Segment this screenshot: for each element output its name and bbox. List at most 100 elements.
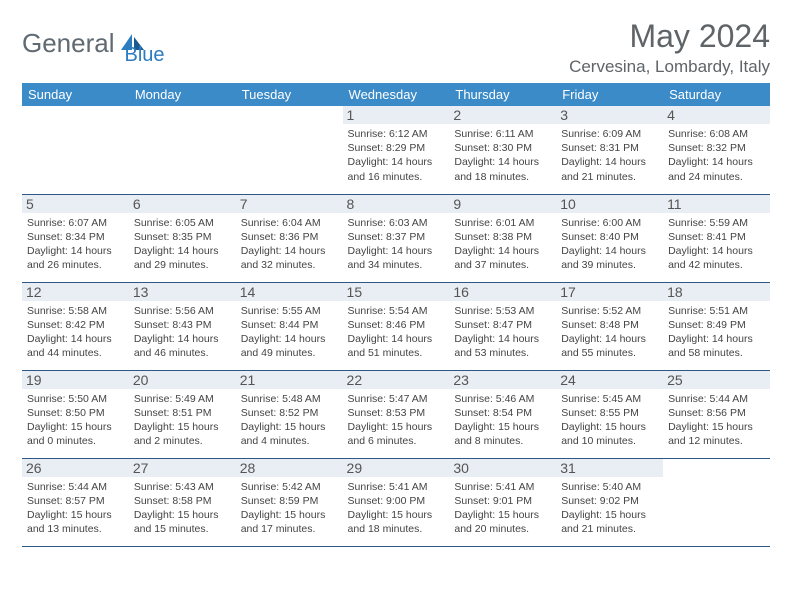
day-number: 6 (129, 195, 236, 213)
day-details: Sunrise: 5:42 AMSunset: 8:59 PMDaylight:… (241, 480, 338, 537)
calendar-day-cell: 28Sunrise: 5:42 AMSunset: 8:59 PMDayligh… (236, 458, 343, 546)
day-details: Sunrise: 5:41 AMSunset: 9:00 PMDaylight:… (348, 480, 445, 537)
day-number: 22 (343, 371, 450, 389)
calendar-day-cell: 6 Sunrise: 6:05 AMSunset: 8:35 PMDaylight… (129, 194, 236, 282)
day-details: Sunrise: 6:09 AMSunset: 8:31 PMDaylight:… (561, 127, 658, 184)
day-details: Sunrise: 5:44 AMSunset: 8:57 PMDaylight:… (27, 480, 124, 537)
day-details: Sunrise: 6:07 AMSunset: 8:34 PMDaylight:… (27, 216, 124, 273)
calendar-day-cell: 1 Sunrise: 6:12 AMSunset: 8:29 PMDaylight… (343, 106, 450, 194)
calendar-day-cell: 22 Sunrise: 5:47 AMSunset: 8:53 PMDayligh… (343, 370, 450, 458)
day-details: Sunrise: 6:03 AMSunset: 8:37 PMDaylight:… (348, 216, 445, 273)
day-number: 1 (343, 106, 450, 124)
calendar-day-cell: 23 Sunrise: 5:46 AMSunset: 8:54 PMDayligh… (449, 370, 556, 458)
day-number: 26 (22, 459, 129, 477)
day-details: Sunrise: 5:44 AMSunset: 8:56 PMDaylight:… (668, 392, 765, 449)
day-details: Sunrise: 5:46 AMSunset: 8:54 PMDaylight:… (454, 392, 551, 449)
calendar-day-cell: 14 Sunrise: 5:55 AMSunset: 8:44 PMDayligh… (236, 282, 343, 370)
day-details: Sunrise: 5:48 AMSunset: 8:52 PMDaylight:… (241, 392, 338, 449)
day-number: 19 (22, 371, 129, 389)
calendar-day-cell: 17 Sunrise: 5:52 AMSunset: 8:48 PMDayligh… (556, 282, 663, 370)
day-number: 30 (449, 459, 556, 477)
calendar-day-cell: 12 Sunrise: 5:58 AMSunset: 8:42 PMDayligh… (22, 282, 129, 370)
calendar-day-cell: 15 Sunrise: 5:54 AMSunset: 8:46 PMDayligh… (343, 282, 450, 370)
logo: General Blue (22, 20, 165, 67)
calendar-day-cell (22, 106, 129, 194)
day-details: Sunrise: 5:45 AMSunset: 8:55 PMDaylight:… (561, 392, 658, 449)
day-number: 17 (556, 283, 663, 301)
calendar-day-cell: 3 Sunrise: 6:09 AMSunset: 8:31 PMDaylight… (556, 106, 663, 194)
day-number: 5 (22, 195, 129, 213)
day-number: 4 (663, 106, 770, 124)
day-number: 31 (556, 459, 663, 477)
day-details: Sunrise: 5:43 AMSunset: 8:58 PMDaylight:… (134, 480, 231, 537)
weekday-header: Friday (556, 83, 663, 106)
calendar-day-cell: 8Sunrise: 6:03 AMSunset: 8:37 PMDaylight… (343, 194, 450, 282)
day-details: Sunrise: 6:04 AMSunset: 8:36 PMDaylight:… (241, 216, 338, 273)
calendar-day-cell (129, 106, 236, 194)
day-details: Sunrise: 6:00 AMSunset: 8:40 PMDaylight:… (561, 216, 658, 273)
day-details: Sunrise: 5:40 AMSunset: 9:02 PMDaylight:… (561, 480, 658, 537)
day-details: Sunrise: 5:53 AMSunset: 8:47 PMDaylight:… (454, 304, 551, 361)
calendar-day-cell: 20 Sunrise: 5:49 AMSunset: 8:51 PMDayligh… (129, 370, 236, 458)
logo-text-general: General (22, 28, 115, 59)
day-number: 15 (343, 283, 450, 301)
header: General Blue May 2024 Cervesina, Lombard… (22, 18, 770, 77)
calendar-day-cell: 7Sunrise: 6:04 AMSunset: 8:36 PMDaylight… (236, 194, 343, 282)
day-number: 20 (129, 371, 236, 389)
day-details: Sunrise: 6:12 AMSunset: 8:29 PMDaylight:… (348, 127, 445, 184)
day-number: 13 (129, 283, 236, 301)
logo-text-blue: Blue (125, 44, 165, 67)
day-number: 9 (449, 195, 556, 213)
day-details: Sunrise: 6:11 AMSunset: 8:30 PMDaylight:… (454, 127, 551, 184)
day-number: 18 (663, 283, 770, 301)
day-details: Sunrise: 5:55 AMSunset: 8:44 PMDaylight:… (241, 304, 338, 361)
day-details: Sunrise: 5:58 AMSunset: 8:42 PMDaylight:… (27, 304, 124, 361)
day-number: 3 (556, 106, 663, 124)
day-number: 27 (129, 459, 236, 477)
day-number: 23 (449, 371, 556, 389)
day-number: 21 (236, 371, 343, 389)
day-number: 12 (22, 283, 129, 301)
day-number: 24 (556, 371, 663, 389)
calendar-day-cell: 4 Sunrise: 6:08 AMSunset: 8:32 PMDaylight… (663, 106, 770, 194)
day-details: Sunrise: 5:54 AMSunset: 8:46 PMDaylight:… (348, 304, 445, 361)
day-number: 11 (663, 195, 770, 213)
calendar-day-cell: 9 Sunrise: 6:01 AMSunset: 8:38 PMDaylight… (449, 194, 556, 282)
calendar-day-cell (236, 106, 343, 194)
calendar-day-cell: 29Sunrise: 5:41 AMSunset: 9:00 PMDayligh… (343, 458, 450, 546)
calendar-day-cell: 27 Sunrise: 5:43 AMSunset: 8:58 PMDayligh… (129, 458, 236, 546)
weekday-header: Monday (129, 83, 236, 106)
calendar-day-cell: 25Sunrise: 5:44 AMSunset: 8:56 PMDayligh… (663, 370, 770, 458)
day-details: Sunrise: 6:05 AMSunset: 8:35 PMDaylight:… (134, 216, 231, 273)
calendar-day-cell: 11 Sunrise: 5:59 AMSunset: 8:41 PMDayligh… (663, 194, 770, 282)
day-details: Sunrise: 6:08 AMSunset: 8:32 PMDaylight:… (668, 127, 765, 184)
location-subtitle: Cervesina, Lombardy, Italy (569, 57, 770, 77)
calendar-body: 1 Sunrise: 6:12 AMSunset: 8:29 PMDaylight… (22, 106, 770, 546)
day-details: Sunrise: 5:47 AMSunset: 8:53 PMDaylight:… (348, 392, 445, 449)
weekday-header: Tuesday (236, 83, 343, 106)
day-details: Sunrise: 5:50 AMSunset: 8:50 PMDaylight:… (27, 392, 124, 449)
day-details: Sunrise: 5:49 AMSunset: 8:51 PMDaylight:… (134, 392, 231, 449)
day-number: 14 (236, 283, 343, 301)
weekday-header: Saturday (663, 83, 770, 106)
day-details: Sunrise: 6:01 AMSunset: 8:38 PMDaylight:… (454, 216, 551, 273)
day-details: Sunrise: 5:59 AMSunset: 8:41 PMDaylight:… (668, 216, 765, 273)
day-details: Sunrise: 5:52 AMSunset: 8:48 PMDaylight:… (561, 304, 658, 361)
calendar-day-cell: 5 Sunrise: 6:07 AMSunset: 8:34 PMDaylight… (22, 194, 129, 282)
calendar-day-cell: 31 Sunrise: 5:40 AMSunset: 9:02 PMDayligh… (556, 458, 663, 546)
calendar-day-cell: 10Sunrise: 6:00 AMSunset: 8:40 PMDayligh… (556, 194, 663, 282)
calendar-day-cell: 18Sunrise: 5:51 AMSunset: 8:49 PMDayligh… (663, 282, 770, 370)
calendar-week-row: 12 Sunrise: 5:58 AMSunset: 8:42 PMDayligh… (22, 282, 770, 370)
calendar-day-cell (663, 458, 770, 546)
calendar-day-cell: 21 Sunrise: 5:48 AMSunset: 8:52 PMDayligh… (236, 370, 343, 458)
calendar-week-row: 1 Sunrise: 6:12 AMSunset: 8:29 PMDaylight… (22, 106, 770, 194)
calendar-day-cell: 19 Sunrise: 5:50 AMSunset: 8:50 PMDayligh… (22, 370, 129, 458)
weekday-header: Thursday (449, 83, 556, 106)
weekday-header: Wednesday (343, 83, 450, 106)
weekday-header: Sunday (22, 83, 129, 106)
calendar-day-cell: 13 Sunrise: 5:56 AMSunset: 8:43 PMDayligh… (129, 282, 236, 370)
calendar-table: Sunday Monday Tuesday Wednesday Thursday… (22, 83, 770, 547)
calendar-day-cell: 24 Sunrise: 5:45 AMSunset: 8:55 PMDayligh… (556, 370, 663, 458)
day-details: Sunrise: 5:56 AMSunset: 8:43 PMDaylight:… (134, 304, 231, 361)
month-title: May 2024 (569, 18, 770, 55)
